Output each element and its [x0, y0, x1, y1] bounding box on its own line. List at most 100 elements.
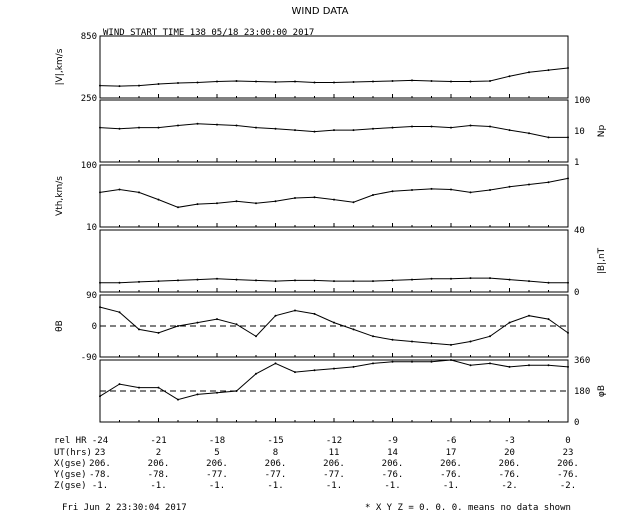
data-point: [372, 80, 374, 83]
panel-density: 100 10 1 Np: [99, 96, 607, 168]
series-line-phi: [99, 359, 569, 401]
data-point: [157, 331, 160, 334]
data-point: [274, 280, 277, 283]
data-point: [508, 365, 511, 368]
data-point: [547, 364, 550, 367]
table-row-label: UT(hrs): [54, 448, 92, 458]
data-point: [567, 365, 569, 368]
data-point: [372, 280, 374, 283]
plot-panels: 850 250 |V|,km/s 100 10 1 Np 100 10 Vth,km/s 40 0 |B…: [55, 32, 607, 428]
table-cell: 206.: [148, 459, 170, 469]
data-point: [391, 80, 394, 82]
data-point: [313, 196, 316, 199]
data-point: [528, 183, 530, 186]
data-point: [547, 281, 550, 284]
data-point: [118, 383, 121, 386]
y-tick-label-right: 1: [574, 158, 579, 168]
data-point: [294, 129, 296, 132]
data-point: [235, 200, 238, 203]
series-line-thermal: [99, 177, 569, 208]
data-point: [352, 365, 355, 368]
data-point: [274, 200, 277, 203]
data-point: [313, 81, 316, 84]
data-point: [235, 390, 238, 392]
data-point: [489, 80, 491, 82]
data-point: [138, 191, 140, 194]
data-point: [99, 306, 101, 309]
data-point: [547, 69, 550, 72]
data-point: [255, 126, 257, 129]
data-point: [567, 136, 569, 139]
data-point: [489, 125, 491, 128]
data-point: [352, 201, 355, 204]
data-point: [489, 335, 491, 338]
y-axis-label: Vth,km/s: [55, 176, 65, 216]
data-point: [391, 190, 394, 193]
data-point: [469, 80, 472, 83]
y-tick-label: 90: [86, 291, 97, 301]
data-point: [196, 122, 199, 125]
data-point: [411, 189, 413, 191]
data-point: [216, 123, 218, 126]
y-tick-label-right: 0: [574, 418, 579, 428]
chart-title: WIND DATA: [292, 6, 349, 17]
table-cell: 206.: [382, 459, 404, 469]
data-point: [430, 80, 433, 82]
table-cell: -1.: [209, 481, 225, 491]
data-point: [450, 188, 452, 191]
x-tick-label: -18: [209, 436, 225, 446]
panel-frame: [99, 35, 569, 99]
data-point: [469, 340, 472, 343]
data-point: [294, 371, 296, 374]
data-point: [567, 67, 569, 69]
data-point: [430, 277, 433, 280]
data-point: [99, 281, 101, 284]
data-point: [177, 206, 179, 209]
data-point: [450, 343, 452, 346]
data-point: [313, 312, 316, 315]
data-point: [157, 126, 160, 129]
table-cell: 206.: [440, 459, 462, 469]
panel-thermal: 100 10 Vth,km/s: [55, 161, 569, 233]
data-point: [313, 369, 316, 372]
table-row-label: Z(gse): [54, 481, 87, 491]
data-point: [469, 191, 472, 194]
data-point: [255, 335, 257, 338]
data-point: [138, 126, 140, 129]
data-point: [489, 189, 491, 191]
x-tick-label: -9: [387, 436, 398, 446]
data-point: [333, 129, 335, 132]
y-tick-label-right: 0: [574, 288, 579, 298]
y-axis-label-right: |B|,nT: [597, 247, 607, 274]
data-point: [411, 278, 413, 281]
data-point: [528, 132, 530, 135]
y-axis-label-right: Np: [597, 124, 607, 137]
data-point: [352, 328, 355, 331]
table-cell: -2.: [560, 481, 576, 491]
data-point: [333, 198, 335, 201]
data-point: [547, 136, 550, 139]
data-point: [372, 194, 374, 196]
panel-phi: 360 180 0 φB: [99, 356, 607, 428]
y-axis-label: θB: [55, 320, 65, 332]
data-point: [313, 279, 316, 282]
table-cell: -77.: [323, 470, 345, 480]
table-cell: 17: [446, 448, 457, 458]
data-point: [157, 280, 160, 283]
data-point: [508, 321, 511, 324]
y-tick-label-right: 360: [574, 356, 590, 366]
data-point: [430, 125, 433, 128]
data-point: [411, 340, 413, 343]
table-cell: -1.: [384, 481, 400, 491]
data-point: [333, 280, 335, 283]
data-point: [294, 197, 296, 199]
data-point: [469, 364, 472, 367]
table-cell: 206.: [206, 459, 228, 469]
x-tick-label: -21: [150, 436, 166, 446]
x-axis-label: rel HR: [54, 436, 87, 446]
data-point: [294, 80, 296, 83]
data-point: [196, 393, 199, 396]
data-point: [333, 367, 335, 370]
table-cell: -1.: [443, 481, 459, 491]
